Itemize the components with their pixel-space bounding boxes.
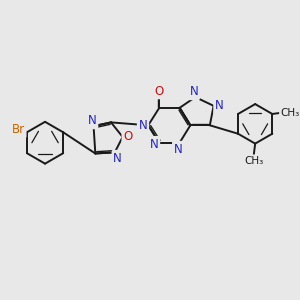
Text: O: O [123, 130, 133, 142]
Text: Br: Br [12, 123, 25, 136]
Text: N: N [113, 152, 122, 165]
Text: N: N [88, 114, 97, 128]
Text: N: N [215, 99, 224, 112]
Text: CH₃: CH₃ [244, 156, 263, 166]
Text: N: N [174, 142, 182, 156]
Text: N: N [139, 119, 147, 132]
Text: N: N [190, 85, 198, 98]
Text: CH₃: CH₃ [281, 107, 300, 118]
Text: O: O [154, 85, 164, 98]
Text: N: N [150, 138, 158, 151]
